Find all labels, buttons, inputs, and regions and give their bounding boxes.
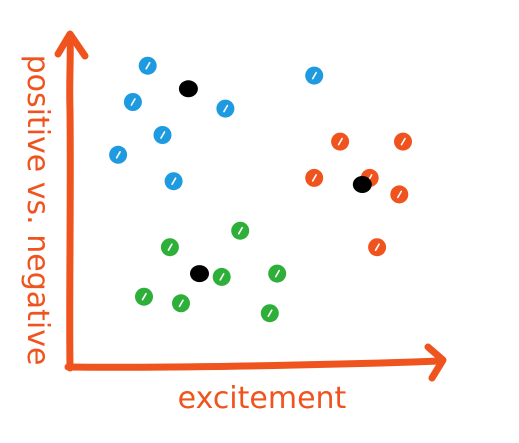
data-point xyxy=(394,132,412,151)
data-point xyxy=(260,304,279,323)
data-point xyxy=(138,56,157,75)
data-point xyxy=(216,99,235,118)
y-axis-line xyxy=(66,32,74,372)
data-point xyxy=(212,267,231,286)
axes xyxy=(54,30,447,382)
data-point xyxy=(268,264,287,283)
y-axis-label: positive vs. negative xyxy=(20,55,55,366)
centroid-point xyxy=(178,80,198,98)
data-point xyxy=(390,185,409,204)
data-point xyxy=(123,93,142,111)
data-point xyxy=(231,221,250,240)
data-point xyxy=(172,294,190,313)
centroid-point xyxy=(190,265,209,283)
x-axis-arrowhead xyxy=(424,343,447,382)
x-axis-label: excitement xyxy=(178,381,347,416)
data-point xyxy=(305,66,324,85)
data-point xyxy=(109,145,128,164)
data-point xyxy=(164,172,183,191)
data-point xyxy=(331,132,350,151)
x-axis-line xyxy=(64,357,444,371)
y-axis-arrowhead xyxy=(54,30,89,60)
data-point xyxy=(368,238,387,257)
data-point xyxy=(153,126,172,144)
data-point xyxy=(160,238,179,257)
data-point xyxy=(305,168,324,187)
data-point xyxy=(135,287,153,306)
centroid-point xyxy=(352,176,372,193)
data-points xyxy=(109,56,412,323)
